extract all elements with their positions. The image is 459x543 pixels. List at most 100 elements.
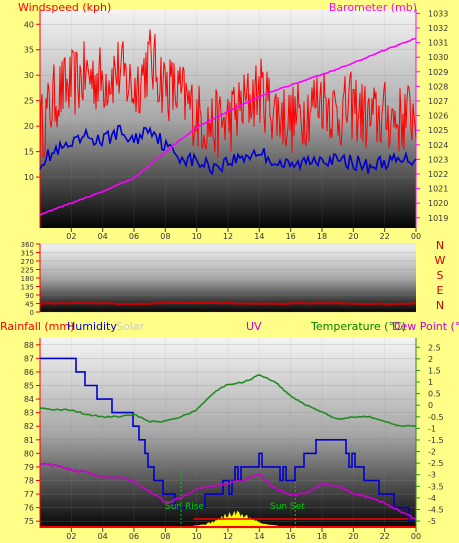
right-tick-label: -4.5 bbox=[428, 505, 444, 514]
right-tick-label: -3.5 bbox=[428, 482, 444, 491]
right-tick-label: 0.5 bbox=[428, 390, 441, 399]
right-tick-label: 1032 bbox=[428, 24, 448, 33]
x-tick-label: 20 bbox=[348, 232, 358, 241]
x-tick-label: 14 bbox=[254, 532, 264, 541]
direction-series bbox=[39, 301, 417, 306]
compass-label: S bbox=[437, 269, 444, 282]
left-tick-label: 315 bbox=[21, 250, 34, 258]
right-tick-label: -2 bbox=[428, 448, 436, 457]
temperature-label: Temperature (°C) bbox=[310, 320, 406, 333]
x-tick-label: 16 bbox=[286, 532, 296, 541]
left-tick-label: 87 bbox=[24, 354, 34, 363]
humidity-axes: 75 76 77 78 79 80 81 82 83 84 85 86 87 88 -5 -4.5 -4 -3.5… bbox=[24, 338, 444, 541]
sunset-label: Sun Set bbox=[270, 502, 305, 512]
left-tick-label: 35 bbox=[24, 46, 34, 55]
right-tick-label: 1020 bbox=[428, 199, 448, 208]
humidity-plot-area bbox=[40, 338, 416, 528]
compass-label: N bbox=[436, 239, 444, 252]
x-tick-label: 10 bbox=[192, 232, 202, 241]
left-tick-label: 86 bbox=[24, 368, 34, 377]
left-tick-label: 360 bbox=[21, 241, 34, 249]
left-tick-label: 79 bbox=[24, 463, 34, 472]
x-tick-label: 12 bbox=[223, 232, 233, 241]
humidity-series bbox=[39, 357, 417, 529]
x-tick-label: 18 bbox=[317, 232, 327, 241]
left-tick-label: 77 bbox=[24, 490, 34, 499]
right-tick-label: 0 bbox=[428, 401, 433, 410]
left-tick-label: 81 bbox=[24, 436, 34, 445]
x-tick-label: 06 bbox=[129, 232, 139, 241]
uv-label: UV bbox=[246, 320, 262, 333]
x-tick-label: 16 bbox=[286, 232, 296, 241]
left-tick-label: 180 bbox=[21, 275, 34, 283]
wind-direction-line bbox=[39, 301, 417, 306]
x-tick-label: 08 bbox=[160, 232, 170, 241]
x-tick-label: 04 bbox=[98, 532, 108, 541]
x-tick-label: 08 bbox=[160, 532, 170, 541]
humidity-panel: Rainfall (mm) Humidity Solar UV Temperat… bbox=[0, 320, 459, 541]
right-tick-label: 1030 bbox=[428, 53, 448, 62]
right-tick-label: 1029 bbox=[428, 68, 448, 77]
windspeed-label: Windspeed (kph) bbox=[18, 1, 111, 14]
wind-panel: Windspeed (kph) Barometer (mb) 10 15 20 25 3… bbox=[18, 1, 448, 241]
wind-axes: 1015202530354010191020102110221023102410… bbox=[24, 9, 448, 241]
dewpoint-label: Dew Point (°C bbox=[392, 320, 459, 333]
right-tick-label: -2.5 bbox=[428, 459, 444, 468]
right-tick-label: 1028 bbox=[428, 82, 448, 91]
left-tick-label: 80 bbox=[24, 449, 34, 458]
left-tick-label: 45 bbox=[25, 301, 34, 309]
left-tick-label: 225 bbox=[21, 267, 34, 275]
right-tick-label: 2.5 bbox=[428, 343, 441, 352]
left-tick-label: 135 bbox=[21, 284, 34, 292]
right-tick-label: -4 bbox=[428, 494, 436, 503]
compass-label: W bbox=[435, 254, 446, 267]
left-tick-label: 40 bbox=[24, 20, 34, 29]
wind-gust-line bbox=[39, 29, 417, 160]
compass-label: N bbox=[436, 299, 444, 312]
temperature-line bbox=[40, 374, 417, 428]
left-tick-label: 30 bbox=[24, 71, 34, 80]
left-tick-label: 75 bbox=[24, 517, 34, 526]
left-tick-label: 88 bbox=[24, 341, 34, 350]
x-tick-label: 12 bbox=[223, 532, 233, 541]
x-tick-label: 00 bbox=[411, 232, 421, 241]
x-tick-label: 06 bbox=[129, 532, 139, 541]
left-tick-label: 76 bbox=[24, 504, 34, 513]
right-tick-label: 1019 bbox=[428, 214, 448, 223]
left-tick-label: 10 bbox=[24, 173, 34, 182]
left-tick-label: 84 bbox=[24, 395, 34, 404]
humidity-line bbox=[40, 357, 415, 522]
sunrise-label: Sun Rise bbox=[165, 502, 204, 512]
left-tick-label: 78 bbox=[24, 477, 34, 486]
x-tick-label: 00 bbox=[411, 532, 421, 541]
left-tick-label: 82 bbox=[24, 422, 34, 431]
x-tick-label: 10 bbox=[192, 532, 202, 541]
right-tick-label: 1027 bbox=[428, 97, 448, 106]
right-tick-label: 1021 bbox=[428, 185, 448, 194]
left-tick-label: 15 bbox=[24, 148, 34, 157]
x-tick-label: 18 bbox=[317, 532, 327, 541]
right-tick-label: 1031 bbox=[428, 39, 448, 48]
right-tick-label: 1022 bbox=[428, 170, 448, 179]
right-tick-label: -1 bbox=[428, 424, 436, 433]
left-tick-label: 0 bbox=[30, 309, 34, 317]
barometer-label: Barometer (mb) bbox=[329, 1, 417, 14]
right-tick-label: 1 bbox=[428, 378, 433, 387]
right-tick-label: 1023 bbox=[428, 155, 448, 164]
right-tick-label: 1.5 bbox=[428, 366, 441, 375]
right-tick-label: 1026 bbox=[428, 112, 448, 121]
humidity-label: Humidity bbox=[67, 320, 117, 333]
right-tick-label: 2 bbox=[428, 355, 433, 364]
left-tick-label: 20 bbox=[24, 122, 34, 131]
x-tick-label: 22 bbox=[380, 232, 390, 241]
left-tick-label: 90 bbox=[25, 292, 34, 300]
barometer-line bbox=[39, 37, 417, 216]
x-tick-label: 02 bbox=[66, 232, 76, 241]
x-tick-label: 20 bbox=[348, 532, 358, 541]
right-tick-label: -0.5 bbox=[428, 413, 444, 422]
right-tick-label: -1.5 bbox=[428, 436, 444, 445]
left-tick-label: 85 bbox=[24, 382, 34, 391]
